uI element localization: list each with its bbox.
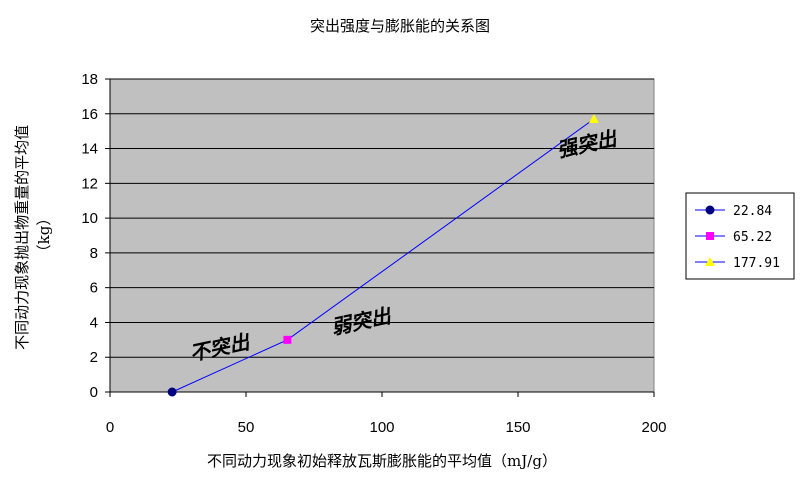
legend-marker	[705, 257, 715, 266]
chart-title: 突出强度与膨胀能的关系图	[310, 17, 490, 35]
x-tick-labels: 0 50 100 150 200	[106, 419, 667, 436]
x-tick-label: 100	[369, 419, 394, 436]
y-tick-label: 6	[90, 280, 98, 297]
legend-entry: 22.84	[733, 204, 772, 219]
y-axis-label: 不同动力现象抛出物重量的平均值 （kg）	[13, 120, 53, 350]
y-tick-label: 12	[81, 175, 98, 192]
gridlines	[110, 78, 654, 358]
y-tick-label: 2	[90, 349, 98, 366]
y-tick-label: 16	[81, 106, 98, 123]
axes	[105, 78, 655, 397]
y-tick-label: 4	[90, 314, 98, 331]
x-tick-label: 150	[505, 419, 530, 436]
y-tick-labels: 0 2 4 6 8 10 12 14 16 18	[81, 71, 98, 401]
y-tick-label: 10	[81, 210, 98, 227]
data-point	[283, 335, 292, 344]
x-tick-label: 50	[238, 419, 255, 436]
legend-marker	[706, 232, 714, 240]
data-point	[588, 113, 599, 123]
data-markers	[167, 113, 599, 397]
y-axis-label-unit: （kg）	[35, 211, 53, 260]
legend-entry: 177.91	[733, 256, 780, 271]
y-tick-label: 8	[90, 245, 98, 262]
legend: 22.84 65.22 177.91	[685, 192, 795, 280]
x-tick-label: 0	[106, 419, 114, 436]
legend-marker	[705, 205, 715, 215]
x-tick-label: 200	[641, 419, 666, 436]
y-tick-label: 18	[81, 71, 98, 88]
data-point	[167, 387, 177, 397]
y-tick-label: 14	[81, 141, 98, 158]
x-axis-label: 不同动力现象初始释放瓦斯膨胀能的平均值（mJ/g）	[207, 452, 557, 470]
y-tick-label: 0	[90, 384, 98, 401]
legend-entry: 65.22	[733, 230, 772, 245]
y-axis-label-main: 不同动力现象抛出物重量的平均值	[13, 125, 31, 350]
plot-area	[109, 78, 655, 393]
